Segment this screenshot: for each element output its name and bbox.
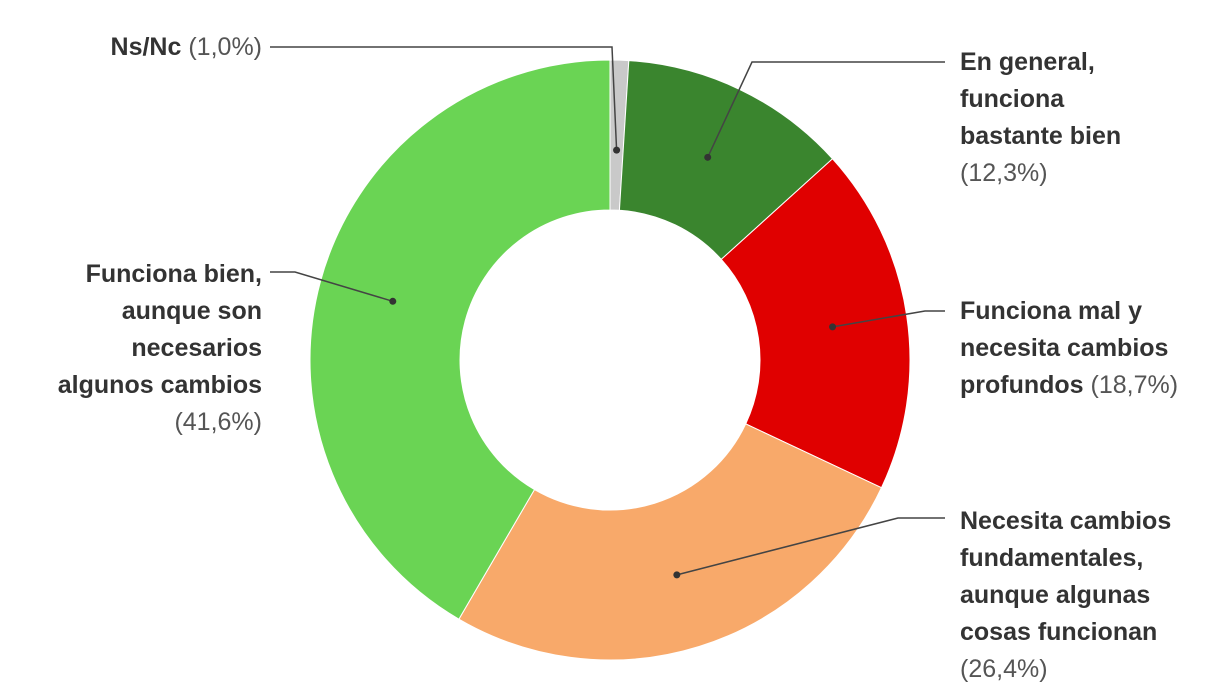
category-label: En general, funciona bastante bien <box>960 48 1122 150</box>
donut-slice <box>618 60 834 261</box>
value-label: (12,3%) <box>960 159 1048 187</box>
donut-slice <box>720 158 911 489</box>
value-label: (26,4%) <box>960 655 1048 683</box>
leader-dot <box>829 323 837 331</box>
category-label: Funciona bien, aunque son necesarios alg… <box>57 260 262 399</box>
leader-line <box>832 310 945 328</box>
value-label: (41,6%) <box>174 408 262 436</box>
slice-label: En general, funciona bastante bien (12,3… <box>960 44 1165 192</box>
category-label: Necesita cambios fundamentales, aunque a… <box>960 507 1172 646</box>
value-label: (18,7%) <box>1090 371 1179 399</box>
slice-label: Funciona mal y necesita cambios profundo… <box>960 293 1210 404</box>
donut-slice <box>458 423 883 661</box>
donut-slice <box>309 59 611 620</box>
slice-label: Funciona bien, aunque son necesarios alg… <box>30 256 262 441</box>
leader-dot <box>704 153 712 161</box>
value-label: (1,0%) <box>188 33 262 61</box>
leader-dot <box>389 297 397 305</box>
leader-line <box>270 271 394 303</box>
leader-line <box>676 517 945 576</box>
leader-dot <box>673 571 681 579</box>
slice-label: Ns/Nc (1,0%) <box>0 29 262 66</box>
category-label: Ns/Nc <box>110 33 182 61</box>
leader-line <box>270 46 618 151</box>
slice-label: Necesita cambios fundamentales, aunque a… <box>960 503 1210 688</box>
leader-dot <box>613 146 621 154</box>
leader-line <box>707 61 945 158</box>
category-label: Funciona mal y necesita cambios profundo… <box>960 297 1169 399</box>
